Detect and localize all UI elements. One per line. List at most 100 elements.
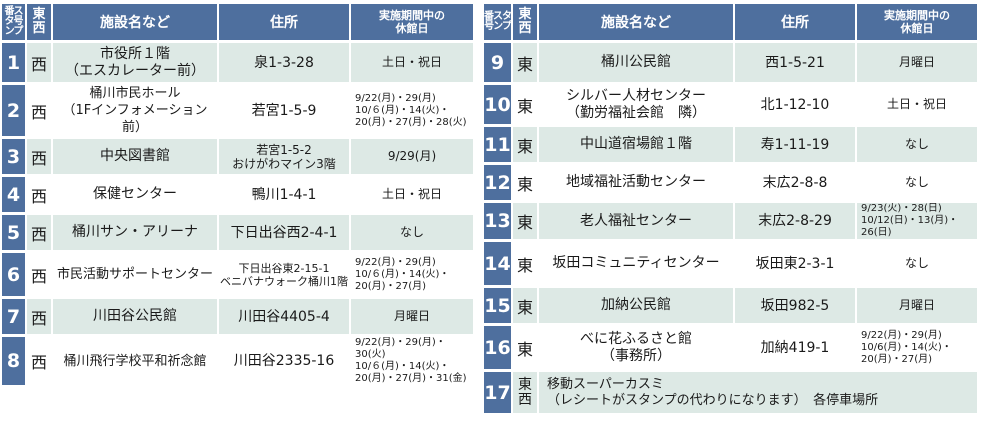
table-row: 14 東 坂田コミュニティセンター 坂田東2-3-1 なし [484, 242, 979, 288]
closed-days: 9/22(月)・29(月) 10/６(月)・14(火)・ 20(月)・27(月) [351, 253, 475, 299]
east-west-label: 東 [513, 288, 539, 326]
stamp-number: 2 [2, 85, 27, 139]
facility-name: 桶川サン・アリーナ [53, 215, 219, 253]
header-closed-days: 実施期間中の 休館日 [351, 4, 475, 43]
table-row: 15 東 加納公民館 坂田982-5 月曜日 [484, 288, 979, 326]
address: 川田谷2335-16 [219, 337, 351, 388]
east-west-label: 西 [27, 85, 53, 139]
stamp-number: 16 [484, 326, 513, 372]
table-row: 9 東 桶川公民館 西1-5-21 月曜日 [484, 43, 979, 85]
facility-name: 市民活動サポートセンター [53, 253, 219, 299]
facility-name: 桶川市民ホール （1Fインフォメーション前） [53, 85, 219, 139]
address: 加納419-1 [735, 326, 857, 372]
stamp-number: 9 [484, 43, 513, 85]
address: 坂田982-5 [735, 288, 857, 326]
east-west-label: 東 [513, 43, 539, 85]
table-row: 3 西 中央図書館 若宮1-5-2 おけがわマイン3階 9/29(月) [2, 139, 475, 177]
stamp-number: 4 [2, 177, 27, 215]
closed-days: 9/22(月)・29(月) 10/６(月)・14(火)・ 20(月)・27(月)… [351, 85, 475, 139]
closed-days: 土日・祝日 [857, 85, 979, 127]
facility-name: 中山道宿場館１階 [539, 127, 735, 165]
east-west-label: 東 [513, 203, 539, 242]
facility-name: 中央図書館 [53, 139, 219, 177]
closed-days: 月曜日 [351, 299, 475, 337]
closed-days: 9/22(月)・29(月) 10/6(月)・14(火)・ 20(月)・27(月) [857, 326, 979, 372]
east-west-label: 東 [513, 85, 539, 127]
stamp-number: 10 [484, 85, 513, 127]
header-stamp-number: 番スタ号ンプ [484, 4, 513, 43]
stamp-number: 3 [2, 139, 27, 177]
stamp-number: 11 [484, 127, 513, 165]
stamp-table-west: 番スタ号ンプ 東西 施設名など 住所 実施期間中の 休館日 1 西 市役所１階 … [2, 4, 475, 388]
facility-name: 保健センター [53, 177, 219, 215]
facility-name: 桶川飛行学校平和祈念館 [53, 337, 219, 388]
table-row: 13 東 老人福祉センター 末広2-8-29 9/23(火)・28(日) 10/… [484, 203, 979, 242]
east-west-label: 東 西 [513, 372, 539, 416]
east-west-label: 東 [513, 326, 539, 372]
stamp-number: 17 [484, 372, 513, 416]
facility-name: 老人福祉センター [539, 203, 735, 242]
address: 末広2-8-29 [735, 203, 857, 242]
closed-days: 月曜日 [857, 288, 979, 326]
header-stamp-number: 番スタ号ンプ [2, 4, 27, 43]
address: 坂田東2-3-1 [735, 242, 857, 288]
address: 下日出谷東2-15-1 ベニバナウォーク桶川1階 [219, 253, 351, 299]
east-west-label: 西 [27, 337, 53, 388]
east-west-label: 西 [27, 177, 53, 215]
address: 若宮1-5-9 [219, 85, 351, 139]
closed-days: 9/23(火)・28(日) 10/12(日)・13(月)・26(日) [857, 203, 979, 242]
closed-days: なし [857, 165, 979, 203]
table-row: 7 西 川田谷公民館 川田谷4405-4 月曜日 [2, 299, 475, 337]
closed-days: なし [857, 127, 979, 165]
header-facility: 施設名など [539, 4, 735, 43]
address: 若宮1-5-2 おけがわマイン3階 [219, 139, 351, 177]
address: 西1-5-21 [735, 43, 857, 85]
table-row: 10 東 シルバー人材センター （勤労福祉会館 隣） 北1-12-10 土日・祝… [484, 85, 979, 127]
table-row: 11 東 中山道宿場館１階 寿1-11-19 なし [484, 127, 979, 165]
closed-days: 月曜日 [857, 43, 979, 85]
facility-name: 川田谷公民館 [53, 299, 219, 337]
closed-days: 土日・祝日 [351, 43, 475, 85]
address: 下日出谷西2-4-1 [219, 215, 351, 253]
address: 泉1-3-28 [219, 43, 351, 85]
east-west-label: 東 [513, 127, 539, 165]
stamp-number: 5 [2, 215, 27, 253]
stamp-number: 15 [484, 288, 513, 326]
facility-name: 桶川公民館 [539, 43, 735, 85]
header-east-west: 東西 [27, 4, 53, 43]
stamp-number: 6 [2, 253, 27, 299]
address: 寿1-11-19 [735, 127, 857, 165]
facility-name: シルバー人材センター （勤労福祉会館 隣） [539, 85, 735, 127]
header-east-west: 東西 [513, 4, 539, 43]
table-row: 12 東 地域福祉活動センター 末広2-8-8 なし [484, 165, 979, 203]
stamp-number: 13 [484, 203, 513, 242]
facility-name: 地域福祉活動センター [539, 165, 735, 203]
table-row: 16 東 べに花ふるさと館 （事務所） 加納419-1 9/22(月)・29(月… [484, 326, 979, 372]
table-row: 8 西 桶川飛行学校平和祈念館 川田谷2335-16 9/22(月)・29(月)… [2, 337, 475, 388]
address: 北1-12-10 [735, 85, 857, 127]
header-closed-days: 実施期間中の 休館日 [857, 4, 979, 43]
facility-name: べに花ふるさと館 （事務所） [539, 326, 735, 372]
address: 川田谷4405-4 [219, 299, 351, 337]
table-row: 5 西 桶川サン・アリーナ 下日出谷西2-4-1 なし [2, 215, 475, 253]
closed-days: なし [857, 242, 979, 288]
header-address: 住所 [735, 4, 857, 43]
closed-days: なし [351, 215, 475, 253]
closed-days: 9/22(月)・29(月)・30(火) 10/６(月)・14(火)・ 20(月)… [351, 337, 475, 388]
stamp-table-east: 番スタ号ンプ 東西 施設名など 住所 実施期間中の 休館日 9 東 桶川公民館 … [484, 4, 979, 416]
facility-name: 市役所１階 （エスカレーター前） [53, 43, 219, 85]
closed-days: 9/29(月) [351, 139, 475, 177]
stamp-number: 14 [484, 242, 513, 288]
east-west-label: 西 [27, 43, 53, 85]
facility-name: 坂田コミュニティセンター [539, 242, 735, 288]
table-row: 4 西 保健センター 鴨川1-4-1 土日・祝日 [2, 177, 475, 215]
table-row: 1 西 市役所１階 （エスカレーター前） 泉1-3-28 土日・祝日 [2, 43, 475, 85]
east-west-label: 東 [513, 242, 539, 288]
stamp-number: 12 [484, 165, 513, 203]
table-row: 17 東 西 移動スーパーカスミ （レシートがスタンプの代わりになります） 各停… [484, 372, 979, 416]
east-west-label: 西 [27, 139, 53, 177]
table-row: 6 西 市民活動サポートセンター 下日出谷東2-15-1 ベニバナウォーク桶川1… [2, 253, 475, 299]
stamp-number: 8 [2, 337, 27, 388]
east-west-label: 西 [27, 299, 53, 337]
east-west-label: 東 [513, 165, 539, 203]
